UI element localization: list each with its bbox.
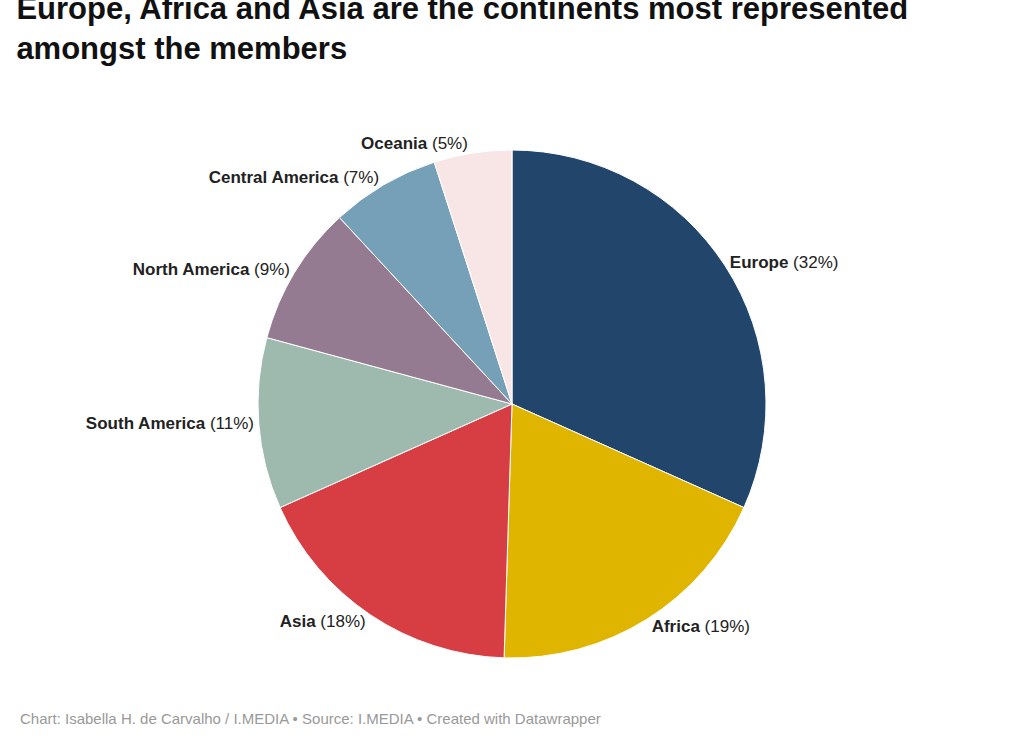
svg-text:North America (9%): North America (9%) — [133, 260, 290, 279]
svg-text:Europe, Africa and Asia are th: Europe, Africa and Asia are the continen… — [16, 0, 908, 66]
svg-text:Asia (18%): Asia (18%) — [280, 612, 366, 631]
svg-text:Oceania (5%): Oceania (5%) — [361, 134, 468, 153]
svg-text:Africa (19%): Africa (19%) — [652, 617, 750, 636]
svg-text:Central America (7%): Central America (7%) — [209, 168, 379, 187]
svg-text:Chart: Isabella H. de Carvalho: Chart: Isabella H. de Carvalho / I.MEDIA… — [20, 710, 601, 727]
svg-text:South America (11%): South America (11%) — [86, 414, 254, 433]
svg-text:Europe (32%): Europe (32%) — [730, 253, 839, 272]
